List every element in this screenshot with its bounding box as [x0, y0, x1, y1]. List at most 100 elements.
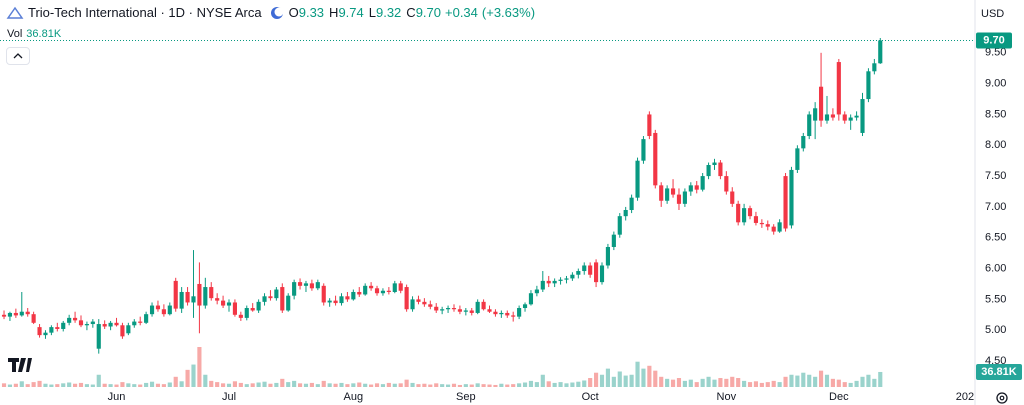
- candle-body: [534, 289, 539, 294]
- volume-bar: [777, 382, 782, 387]
- candle-body: [546, 280, 551, 284]
- volume-bar: [582, 380, 587, 387]
- candle-body: [262, 296, 267, 302]
- volume-bar: [789, 374, 794, 387]
- y-tick-label: 4.50: [985, 355, 1006, 367]
- candle-body: [647, 114, 652, 137]
- volume-bar: [670, 379, 676, 387]
- volume-bar: [434, 383, 439, 387]
- candle-body: [635, 160, 640, 198]
- candle-body: [747, 208, 753, 217]
- symbol-icon: [6, 6, 24, 19]
- volume-bar: [102, 383, 107, 387]
- volume-bar: [155, 383, 161, 387]
- candle-body: [753, 216, 759, 223]
- candle-body: [149, 305, 155, 315]
- candle-body: [848, 117, 853, 121]
- candle-body: [410, 299, 415, 310]
- volume-bar: [730, 376, 735, 387]
- volume-bar: [37, 380, 42, 387]
- candle-body: [73, 317, 78, 321]
- candle-body: [1, 314, 7, 317]
- candle-body: [801, 136, 806, 149]
- volume-bar: [783, 376, 788, 387]
- volume-bar: [487, 384, 492, 387]
- volume-bar: [522, 382, 528, 387]
- volume-bar: [404, 379, 409, 387]
- volume-bar: [481, 384, 486, 387]
- candle-body: [345, 296, 350, 300]
- candle-body: [167, 305, 172, 315]
- candle-body: [440, 309, 445, 311]
- candle-body: [422, 301, 427, 305]
- candle-body: [528, 293, 534, 305]
- candle-body: [280, 287, 285, 311]
- candle-body: [126, 325, 131, 334]
- candle-body: [363, 285, 368, 295]
- volume-bar: [564, 383, 569, 387]
- candle-body: [25, 311, 30, 315]
- volume-bar: [96, 374, 101, 387]
- candle-body: [706, 165, 711, 177]
- candle-body: [203, 287, 208, 306]
- candle-body: [185, 291, 190, 303]
- candle-body: [144, 314, 149, 323]
- volume-bar: [445, 384, 451, 387]
- candle-body: [256, 301, 261, 311]
- candle-body: [623, 210, 628, 217]
- volume-bar: [167, 382, 172, 387]
- candle-body: [688, 185, 693, 192]
- candle-body: [428, 304, 433, 307]
- volume-bar: [605, 368, 610, 387]
- collapse-button[interactable]: [6, 47, 30, 65]
- volume-bar: [617, 371, 622, 387]
- candle-body: [292, 282, 297, 296]
- volume-bar: [31, 382, 36, 387]
- volume-bar: [339, 382, 344, 387]
- volume-bar: [309, 382, 314, 387]
- volume-bar: [43, 383, 48, 387]
- currency[interactable]: USD: [981, 8, 1005, 20]
- volume-bar: [653, 370, 658, 387]
- volume-bar: [771, 380, 776, 387]
- candle-body: [599, 265, 605, 283]
- candle-body: [61, 322, 66, 329]
- volume-bar: [517, 383, 522, 387]
- volume-bar: [440, 384, 445, 387]
- candle-body: [161, 309, 166, 315]
- settings-icon[interactable]: [996, 392, 1008, 404]
- volume-bar: [511, 384, 516, 387]
- y-tick-label: 6.50: [985, 232, 1006, 244]
- volume-bar: [854, 380, 859, 387]
- candle-body: [303, 283, 309, 286]
- volume-bar: [552, 382, 557, 387]
- volume-bar: [209, 380, 214, 387]
- volume-bar: [120, 382, 125, 387]
- volume-bar: [623, 375, 628, 387]
- candle-body: [588, 265, 593, 275]
- volume-bar: [13, 383, 18, 387]
- candle-body: [232, 302, 238, 315]
- candle-body: [522, 304, 528, 309]
- volume-bar: [824, 374, 830, 387]
- volume-bar: [712, 379, 717, 387]
- candle-body: [789, 169, 794, 226]
- volume-bar: [280, 378, 285, 387]
- candle-body: [700, 176, 705, 190]
- candle-body: [712, 162, 717, 165]
- candle-body: [221, 300, 226, 306]
- candle-body: [244, 308, 249, 318]
- candle-body: [357, 291, 362, 295]
- candle-body: [582, 265, 587, 272]
- volume-bar: [256, 382, 261, 387]
- volume-bar: [78, 382, 84, 387]
- candle-body: [836, 62, 841, 115]
- candle-body: [327, 300, 332, 303]
- candle-body: [730, 191, 735, 204]
- candle-body: [132, 321, 137, 326]
- candle-body: [682, 191, 687, 204]
- candle-body: [31, 314, 36, 323]
- volume-bar: [534, 382, 539, 387]
- candle-body: [505, 312, 510, 316]
- candle-body: [404, 287, 409, 310]
